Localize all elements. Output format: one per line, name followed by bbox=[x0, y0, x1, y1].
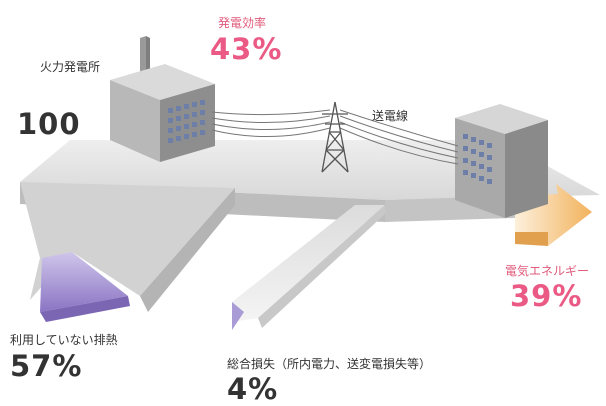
waste-heat-branch bbox=[20, 182, 235, 322]
loss-label: 総合損失（所内電力、送変電損失等） bbox=[227, 357, 432, 371]
office-building-icon bbox=[455, 104, 548, 218]
efficiency-value: 43% bbox=[210, 32, 283, 66]
efficiency-label: 発電効率 bbox=[218, 16, 267, 30]
input-value: 100 bbox=[17, 107, 81, 141]
loss-branch bbox=[232, 205, 385, 330]
loss-value: 4% bbox=[227, 372, 279, 406]
transmission-lines bbox=[211, 109, 459, 165]
transmission-tower-icon bbox=[321, 101, 349, 173]
power-plant-icon bbox=[110, 36, 215, 162]
transmission-line-label: 送電線 bbox=[372, 109, 409, 123]
waste-heat-label: 利用していない排熱 bbox=[10, 333, 118, 347]
output-value: 39% bbox=[510, 279, 583, 313]
waste-heat-value: 57% bbox=[10, 349, 83, 383]
input-label: 火力発電所 bbox=[40, 60, 101, 74]
output-label: 電気エネルギー bbox=[505, 264, 590, 278]
